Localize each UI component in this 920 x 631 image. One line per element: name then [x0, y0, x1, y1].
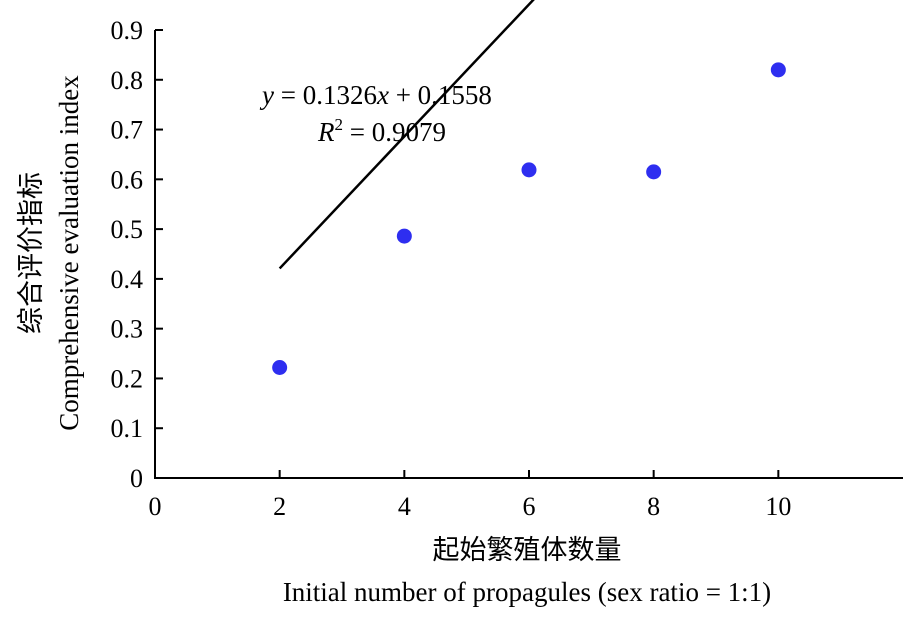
fit-line-group	[278, 0, 535, 270]
data-point	[646, 164, 662, 180]
x-tick-label: 8	[647, 492, 660, 521]
eq-tail: + 0.1558	[389, 80, 492, 110]
y-tick-label: 0.3	[111, 315, 144, 344]
x-tick-label: 4	[398, 492, 411, 521]
y-axis-title-cn: 综合评价指标	[16, 172, 46, 334]
y-tick-label: 0	[130, 464, 143, 493]
eq-body: = 0.1326	[274, 80, 377, 110]
r-squared: R2 = 0.9079	[317, 115, 446, 147]
regression-equation: y = 0.1326x + 0.1558	[259, 80, 492, 110]
data-point	[770, 62, 786, 78]
y-tick-label: 0.9	[111, 16, 144, 45]
x-tick-label: 6	[523, 492, 536, 521]
y-axis-title: Comprehensive evaluation index	[54, 75, 84, 431]
eq-y-var: y	[259, 80, 274, 110]
x-axis-title: Initial number of propagules (sex ratio …	[283, 577, 771, 607]
x-axis-title-cn: 起始繁殖体数量	[433, 535, 622, 565]
regression-line	[278, 0, 535, 270]
data-points	[272, 62, 786, 375]
ticks: 0 0.1 0.2 0.3 0.4 0.5 0.6 0.7 0.8 0.9 0 2 4 6 8 10	[111, 16, 792, 521]
x-tick-label: 2	[273, 492, 286, 521]
y-tick-label: 0.6	[111, 165, 144, 194]
y-tick-label: 0.2	[111, 364, 144, 393]
x-tick-label: 10	[765, 492, 791, 521]
y-tick-label: 0.8	[111, 66, 144, 95]
y-tick-label: 0.4	[111, 265, 144, 294]
y-tick-label: 0.7	[111, 116, 144, 145]
y-tick-label: 0.5	[111, 215, 144, 244]
r2-tail: = 0.9079	[343, 117, 446, 147]
r2-sup: 2	[335, 115, 344, 134]
x-tick-label: 0	[149, 492, 162, 521]
data-point	[396, 228, 412, 244]
r2-r: R	[317, 117, 335, 147]
data-point	[521, 162, 537, 178]
y-tick-label: 0.1	[111, 414, 144, 443]
eq-x-var: x	[376, 80, 389, 110]
data-point	[272, 359, 288, 375]
